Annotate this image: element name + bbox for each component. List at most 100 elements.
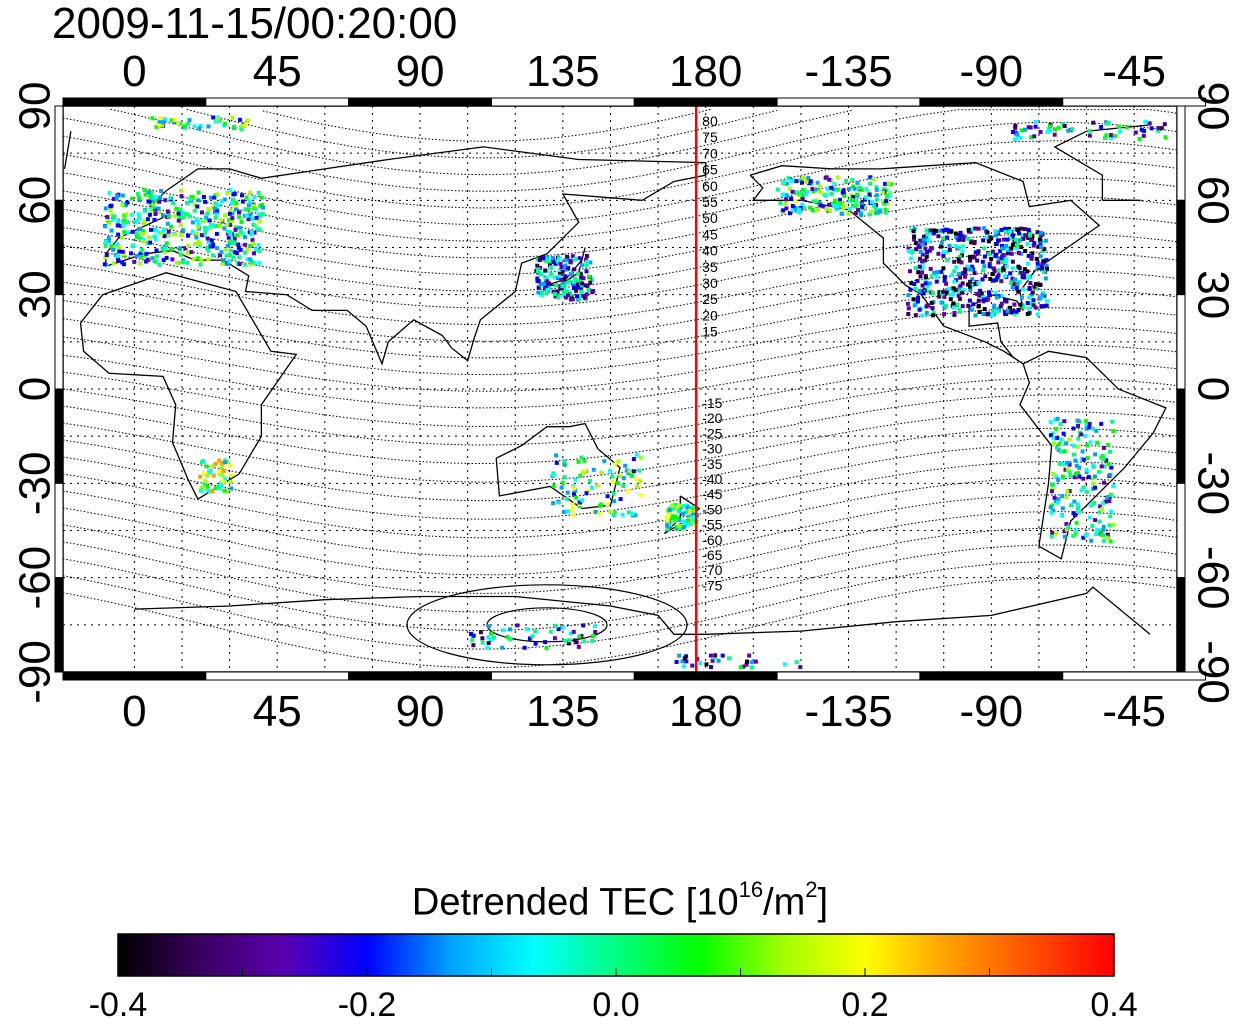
tec-pixel	[1043, 238, 1048, 243]
tec-pixel	[930, 290, 935, 295]
tec-pixel	[1085, 443, 1090, 448]
tec-pixel	[210, 253, 215, 258]
tec-pixel	[676, 524, 681, 528]
tec-pixel	[1048, 505, 1053, 510]
tec-pixel	[202, 470, 206, 475]
tec-pixel	[823, 193, 828, 198]
tec-pixel	[704, 662, 709, 667]
tec-pixel	[973, 313, 978, 318]
tec-pixel	[197, 241, 202, 246]
tec-pixel	[915, 278, 920, 283]
tec-pixel	[153, 207, 157, 212]
tec-pixel	[940, 300, 945, 305]
tec-pixel	[558, 261, 563, 266]
tec-pixel	[1064, 522, 1069, 527]
tec-pixel	[871, 203, 876, 208]
tec-pixel	[486, 641, 491, 645]
tec-pixel	[579, 275, 584, 280]
tec-pixel	[960, 304, 965, 309]
tec-pixel	[150, 116, 155, 121]
tec-pixel	[1039, 230, 1044, 235]
magnetic-latitude-contours	[63, 108, 1177, 669]
tec-pixel	[1054, 445, 1059, 450]
tec-pixel	[587, 478, 592, 483]
tec-pixel	[252, 260, 257, 265]
tec-pixel	[507, 627, 512, 632]
tec-pixel	[206, 257, 211, 262]
tec-pixel	[1124, 125, 1129, 130]
tec-pixel	[963, 267, 968, 272]
tec-pixel	[204, 216, 209, 221]
tec-pixel	[1104, 535, 1109, 540]
tec-pixel	[988, 277, 993, 281]
tec-pixel	[188, 196, 193, 201]
tec-pixel	[176, 211, 181, 216]
tec-pixel	[536, 269, 540, 274]
tec-pixel	[225, 191, 230, 195]
tec-pixel	[1004, 259, 1009, 264]
tec-pixel	[1015, 282, 1020, 287]
tec-pixel	[226, 235, 231, 240]
tec-pixel	[1067, 489, 1072, 494]
tec-pixel	[793, 199, 798, 204]
tec-pixel	[205, 484, 210, 489]
tec-pixel	[582, 639, 587, 644]
tec-pixel	[1084, 468, 1089, 473]
tec-pixel	[145, 217, 150, 222]
tec-pixel	[887, 193, 892, 197]
tec-pixel	[914, 247, 919, 252]
tec-pixel	[237, 255, 242, 260]
tec-pixel	[242, 250, 247, 255]
tec-pixel	[227, 218, 231, 223]
tec-pixel	[993, 290, 998, 295]
tec-pixel	[562, 277, 567, 282]
tec-pixel	[874, 185, 879, 190]
tec-pixel	[906, 293, 911, 298]
tec-pixel	[111, 261, 116, 266]
tec-pixel	[1101, 457, 1106, 461]
tec-pixel	[857, 185, 862, 190]
tec-pixel	[212, 195, 217, 200]
tec-pixel	[625, 488, 630, 493]
tec-pixel	[941, 236, 945, 241]
tec-pixel	[250, 232, 255, 237]
tec-pixel	[945, 258, 950, 263]
tec-pixel	[612, 462, 617, 467]
tec-pixel	[554, 460, 559, 465]
tec-pixel	[1077, 465, 1082, 470]
tec-pixel	[914, 241, 919, 245]
colorbar-tick-label: 0.0	[592, 986, 640, 1024]
coastline	[79, 272, 298, 501]
tec-pixel	[153, 212, 158, 216]
tec-pixel	[753, 659, 758, 664]
tec-pixel	[852, 186, 857, 191]
tec-pixel	[243, 122, 248, 127]
tec-pixel	[234, 233, 239, 238]
tec-pixel	[222, 226, 227, 231]
tec-pixel	[543, 258, 548, 263]
tec-pixel	[1031, 298, 1036, 303]
tec-pixel	[1021, 305, 1026, 309]
tec-pixel	[635, 484, 640, 489]
tec-pixel	[541, 256, 546, 261]
tec-pixel	[242, 262, 247, 267]
tec-pixel	[631, 457, 636, 462]
tec-pixel	[794, 660, 799, 665]
tec-pixel	[471, 633, 476, 638]
tec-pixel	[486, 624, 491, 629]
tec-pixel	[548, 629, 553, 634]
tec-pixel	[169, 224, 174, 229]
tec-pixel	[611, 513, 616, 517]
tec-pixel	[581, 276, 586, 281]
tec-pixel	[1035, 261, 1040, 266]
tec-pixel	[1076, 502, 1081, 507]
tec-pixel	[240, 199, 245, 204]
tec-pixel	[560, 284, 565, 289]
tec-pixel	[631, 469, 636, 474]
tec-pixel	[809, 181, 814, 186]
tec-pixel	[1067, 469, 1072, 474]
tec-pixel	[906, 246, 911, 251]
tec-pixel	[595, 483, 599, 488]
tec-pixel	[908, 269, 912, 274]
tec-pixel	[1060, 506, 1065, 511]
